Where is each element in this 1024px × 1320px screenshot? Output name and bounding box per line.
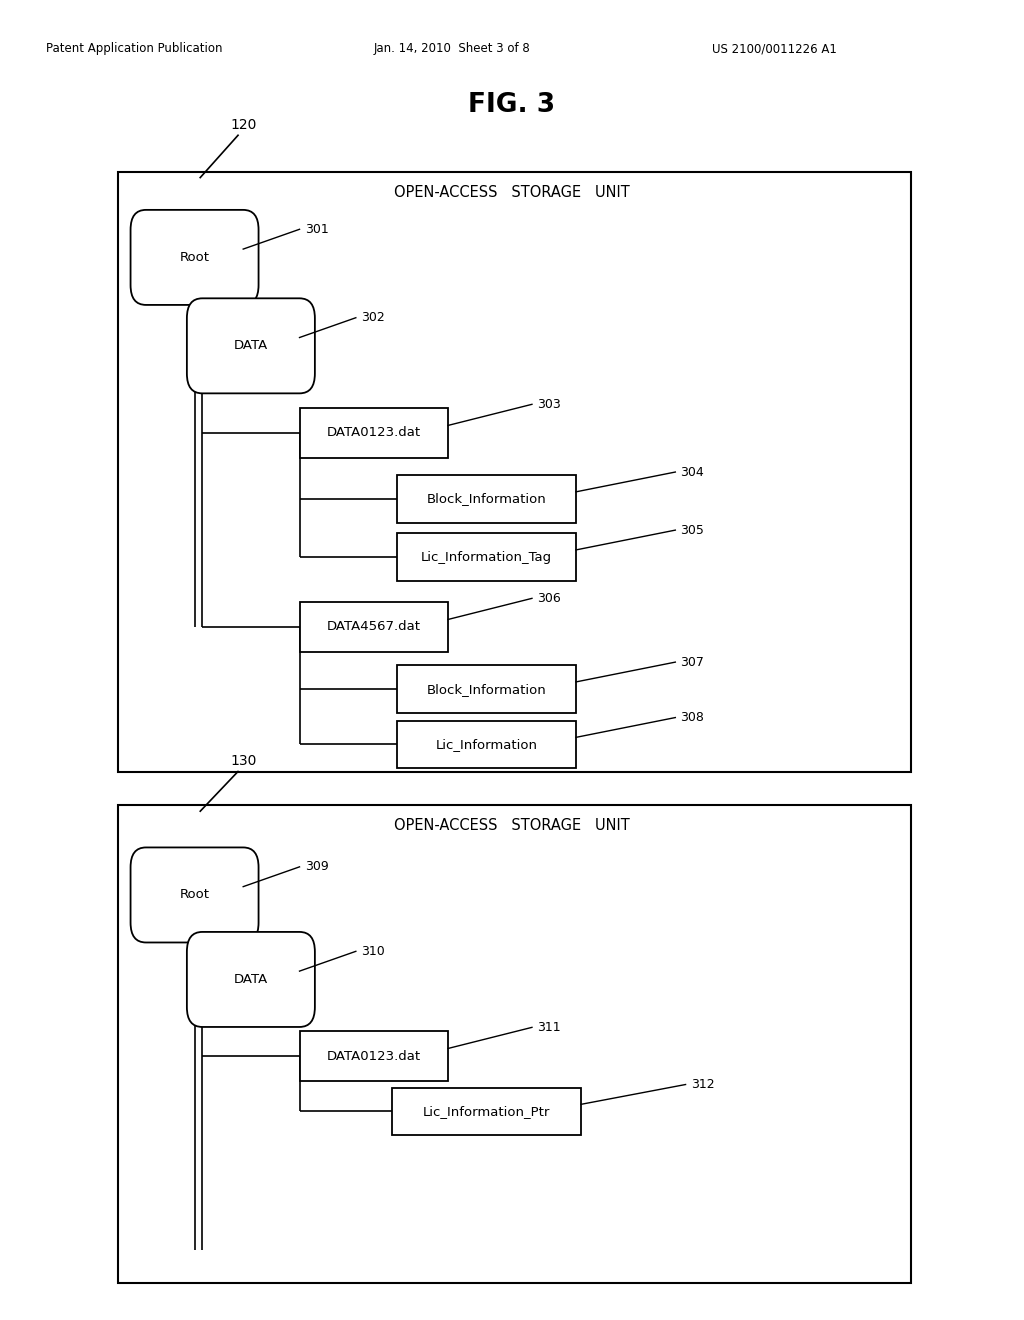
Text: 130: 130	[230, 754, 257, 768]
FancyBboxPatch shape	[131, 847, 258, 942]
Text: DATA4567.dat: DATA4567.dat	[327, 620, 421, 634]
Text: 308: 308	[680, 711, 705, 725]
Text: 310: 310	[360, 945, 385, 958]
Text: Patent Application Publication: Patent Application Publication	[46, 42, 222, 55]
Text: DATA0123.dat: DATA0123.dat	[327, 426, 421, 440]
Bar	[118, 172, 911, 772]
FancyBboxPatch shape	[186, 298, 315, 393]
Text: OPEN-ACCESS   STORAGE   UNIT: OPEN-ACCESS STORAGE UNIT	[394, 818, 630, 833]
Text: Lic_Information_Ptr: Lic_Information_Ptr	[423, 1105, 550, 1118]
Text: DATA: DATA	[233, 339, 268, 352]
Text: Block_Information: Block_Information	[427, 682, 546, 696]
FancyBboxPatch shape	[396, 721, 575, 768]
FancyBboxPatch shape	[391, 1088, 581, 1135]
FancyBboxPatch shape	[299, 1031, 449, 1081]
FancyBboxPatch shape	[299, 602, 449, 652]
Bar	[118, 805, 911, 1283]
Text: Lic_Information: Lic_Information	[435, 738, 538, 751]
Text: 303: 303	[537, 397, 561, 411]
Text: OPEN-ACCESS   STORAGE   UNIT: OPEN-ACCESS STORAGE UNIT	[394, 185, 630, 199]
Text: Lic_Information_Tag: Lic_Information_Tag	[421, 550, 552, 564]
Text: 306: 306	[537, 591, 561, 605]
Text: 309: 309	[305, 861, 329, 874]
FancyBboxPatch shape	[299, 408, 449, 458]
Text: Root: Root	[179, 251, 210, 264]
Text: 311: 311	[537, 1020, 561, 1034]
Text: 120: 120	[230, 117, 257, 132]
Text: 312: 312	[690, 1078, 715, 1092]
Text: Root: Root	[179, 888, 210, 902]
Text: 302: 302	[360, 312, 385, 325]
Text: FIG. 3: FIG. 3	[468, 92, 556, 119]
Text: US 2100/0011226 A1: US 2100/0011226 A1	[712, 42, 837, 55]
Text: Block_Information: Block_Information	[427, 492, 546, 506]
Text: 307: 307	[680, 656, 705, 669]
FancyBboxPatch shape	[131, 210, 258, 305]
FancyBboxPatch shape	[186, 932, 315, 1027]
FancyBboxPatch shape	[396, 475, 575, 523]
FancyBboxPatch shape	[396, 665, 575, 713]
Text: 305: 305	[680, 524, 705, 537]
Text: Jan. 14, 2010  Sheet 3 of 8: Jan. 14, 2010 Sheet 3 of 8	[374, 42, 530, 55]
Text: DATA0123.dat: DATA0123.dat	[327, 1049, 421, 1063]
Text: 301: 301	[305, 223, 329, 236]
Text: 304: 304	[680, 466, 705, 479]
Text: DATA: DATA	[233, 973, 268, 986]
FancyBboxPatch shape	[396, 533, 575, 581]
